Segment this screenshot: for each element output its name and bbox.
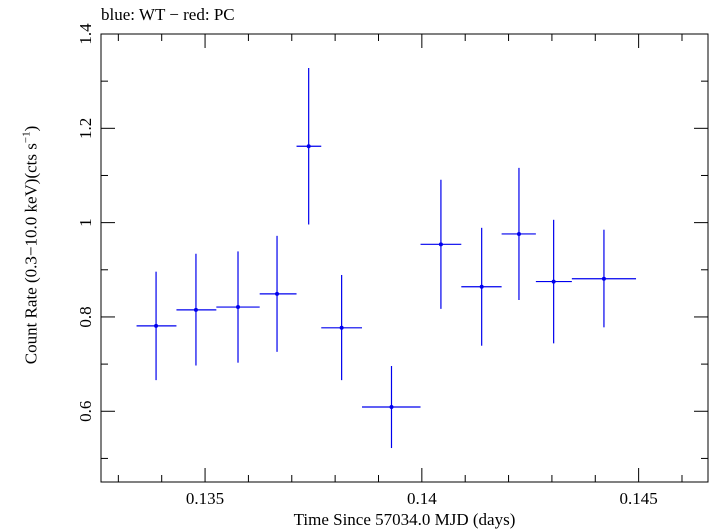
point-marker <box>154 323 159 328</box>
data-point <box>321 274 363 381</box>
x-tick-label: 0.14 <box>407 489 437 508</box>
data-point <box>176 253 217 366</box>
data-point <box>216 251 260 363</box>
data-point <box>420 179 462 309</box>
y-axis-label-text: Count Rate (0.3−10.0 keV)(cts s <box>21 143 41 365</box>
y-tick-label: 0.6 <box>76 401 95 422</box>
point-marker <box>389 405 394 410</box>
plot-frame <box>100 33 709 483</box>
data-points <box>136 67 637 449</box>
data-point <box>535 219 572 344</box>
data-point <box>571 229 637 328</box>
x-tick-label: 0.135 <box>186 489 224 508</box>
data-point <box>362 365 421 449</box>
point-marker <box>438 242 443 247</box>
data-point <box>461 227 502 346</box>
point-marker <box>516 231 521 236</box>
point-marker <box>236 305 241 310</box>
y-axis-label-exponent: −1 <box>20 131 33 144</box>
point-marker <box>193 307 198 312</box>
y-axis-label-suffix: ) <box>21 125 41 132</box>
point-marker <box>479 284 484 289</box>
y-axis-label: Count Rate (0.3−10.0 keV)(cts s−1) <box>21 126 42 365</box>
data-point <box>501 167 536 300</box>
y-tick-label: 1.2 <box>76 118 95 139</box>
y-tick-label: 0.8 <box>76 306 95 327</box>
y-tick-label: 1 <box>76 218 95 227</box>
point-marker <box>275 291 280 296</box>
chart-title: blue: WT − red: PC <box>101 5 235 24</box>
point-marker <box>601 276 606 281</box>
data-point <box>136 271 177 381</box>
data-point <box>259 235 297 352</box>
x-tick-label: 0.145 <box>620 489 658 508</box>
point-marker <box>339 325 344 330</box>
y-tick-label: 1.4 <box>76 23 95 45</box>
point-marker <box>551 279 556 284</box>
axis-ticks: 0.135 0.14 0.145 0.6 0.8 1 1.2 1.4 <box>76 23 708 508</box>
point-marker <box>306 144 311 149</box>
x-axis-label: Time Since 57034.0 MJD (days) <box>293 510 516 529</box>
data-point <box>296 67 322 225</box>
